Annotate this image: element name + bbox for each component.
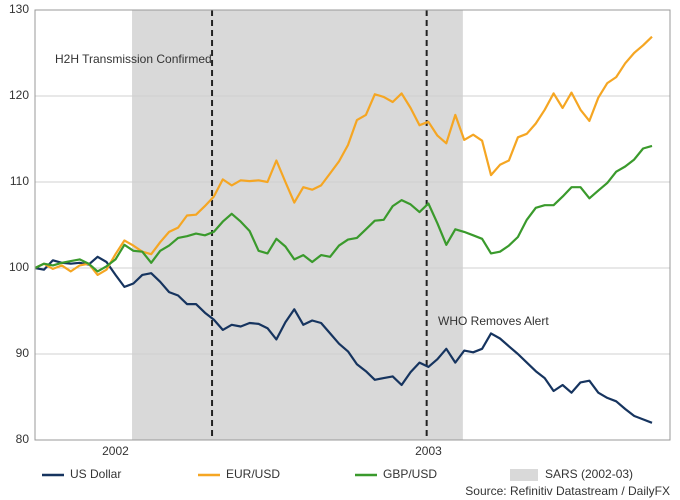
- x-tick-label: 2002: [102, 444, 129, 458]
- sars-shade: [132, 10, 463, 440]
- legend-swatch: [510, 469, 538, 481]
- y-tick-label: 130: [9, 2, 29, 16]
- event-label: H2H Transmission Confirmed: [55, 52, 212, 66]
- y-tick-label: 80: [16, 432, 30, 446]
- x-tick-label: 2003: [415, 444, 442, 458]
- event-label: WHO Removes Alert: [438, 314, 549, 328]
- y-tick-label: 100: [9, 260, 29, 274]
- legend-label: EUR/USD: [226, 467, 280, 481]
- plot-border: [34, 9, 671, 441]
- y-tick-label: 90: [16, 346, 30, 360]
- legend-label: GBP/USD: [383, 467, 437, 481]
- y-tick-label: 110: [10, 174, 29, 188]
- source-note: Source: Refinitiv Datastream / DailyFX: [465, 484, 670, 498]
- series-line: [34, 255, 653, 424]
- series-line: [34, 35, 653, 276]
- series-line: [34, 144, 653, 273]
- legend-label: SARS (2002-03): [545, 467, 633, 481]
- legend-label: US Dollar: [70, 467, 121, 481]
- y-tick-label: 120: [9, 88, 29, 102]
